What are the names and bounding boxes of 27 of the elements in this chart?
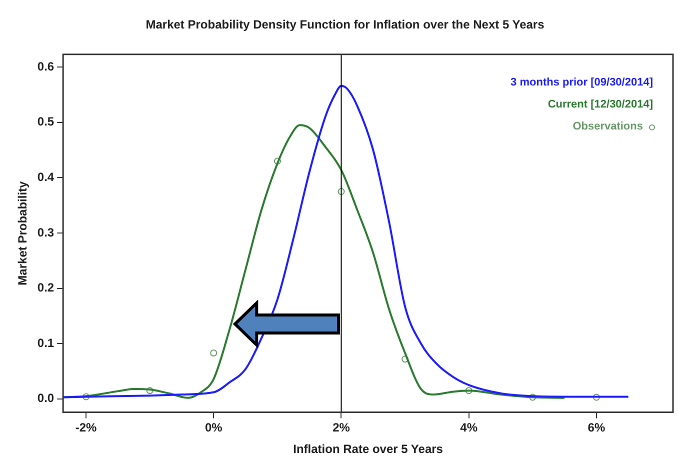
text: 3 months prior [09/30/2014]	[510, 76, 654, 88]
x-tick-label: 0%	[204, 420, 223, 435]
y-axis-title: Market Probability	[16, 180, 30, 286]
x-tick-label: 2%	[332, 420, 350, 435]
legend-label: Observations	[572, 120, 643, 132]
y-tick-label: 0.4	[37, 170, 54, 184]
text: Current [12/30/2014]	[548, 98, 654, 110]
point	[592, 394, 600, 401]
x-tick-label: -2%	[75, 420, 98, 435]
y-tick-label: 0.0	[37, 391, 54, 406]
chart-title: Market Probability Density Function for Inflation over the Next 5 Years	[146, 18, 545, 32]
y-tick-label: 0.3	[37, 225, 54, 240]
x-axis-title: Inflation Rate over 5 Years	[293, 442, 444, 456]
point	[338, 188, 345, 196]
point	[146, 387, 154, 394]
y-tick-label: 0.5	[37, 114, 54, 129]
point	[82, 393, 90, 400]
point	[465, 387, 472, 394]
x-tick-label: 6%	[588, 420, 606, 435]
point	[402, 356, 409, 363]
y-tick-label: 0.1	[37, 336, 54, 350]
x-tick-label: 4%	[460, 420, 478, 435]
point	[529, 394, 536, 401]
y-tick-label: 0.2	[37, 280, 54, 295]
point	[274, 158, 281, 165]
point	[210, 350, 218, 357]
y-tick-label: 0.6	[37, 59, 54, 74]
